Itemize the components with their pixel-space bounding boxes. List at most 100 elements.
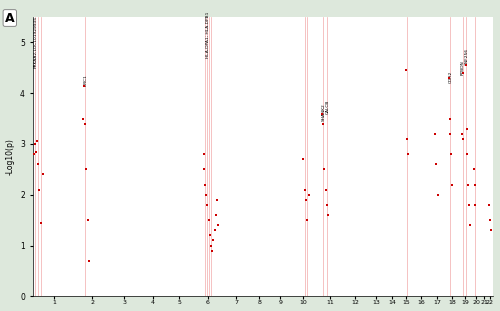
- Point: [304, 279, 312, 284]
- Point: [450, 263, 458, 268]
- Point: [380, 244, 388, 249]
- Point: [114, 285, 122, 290]
- Point: [94, 292, 102, 297]
- Point: [46, 278, 54, 283]
- Point: [342, 293, 349, 298]
- Point: [130, 251, 138, 256]
- Point: [368, 198, 376, 203]
- Point: [203, 141, 211, 146]
- Point: [460, 290, 468, 295]
- Point: [137, 274, 145, 279]
- Point: [218, 288, 226, 293]
- Point: [150, 257, 158, 262]
- Point: [458, 248, 466, 253]
- Point: [310, 292, 318, 297]
- Point: [486, 291, 494, 296]
- Point: [462, 291, 470, 296]
- Point: [290, 139, 298, 144]
- Point: [401, 292, 409, 297]
- Point: [308, 269, 316, 274]
- Point: [324, 278, 332, 283]
- Point: [460, 236, 468, 241]
- Point: [390, 276, 398, 281]
- Point: [306, 293, 314, 298]
- Point: [139, 268, 147, 273]
- Point: [135, 281, 143, 285]
- Point: [426, 286, 434, 291]
- Point: [376, 290, 384, 295]
- Point: [218, 270, 226, 275]
- Point: [394, 277, 402, 282]
- Point: [274, 282, 282, 287]
- Point: [208, 249, 216, 254]
- Point: [34, 288, 42, 293]
- Point: [229, 285, 237, 290]
- Point: [93, 270, 101, 275]
- Point: [488, 281, 496, 286]
- Point: [465, 280, 473, 285]
- Point: [392, 247, 400, 252]
- Point: [468, 267, 476, 272]
- Point: [370, 268, 378, 273]
- Point: [135, 286, 143, 291]
- Point: [270, 204, 278, 209]
- Point: [418, 282, 426, 287]
- Point: [120, 248, 128, 253]
- Point: [336, 285, 344, 290]
- Point: [270, 285, 278, 290]
- Point: [478, 263, 486, 268]
- Point: [290, 267, 298, 272]
- Point: [132, 267, 140, 272]
- Point: [318, 279, 326, 284]
- Point: [119, 254, 127, 259]
- Point: [316, 289, 324, 294]
- Point: [220, 290, 228, 295]
- Point: [376, 251, 384, 256]
- Point: [54, 292, 62, 297]
- Point: [438, 290, 446, 295]
- Point: [178, 283, 186, 288]
- Point: [484, 262, 492, 267]
- Point: [282, 255, 290, 260]
- Point: [98, 280, 106, 285]
- Point: [260, 239, 268, 244]
- Point: [34, 289, 42, 294]
- Point: [122, 289, 130, 294]
- Point: [110, 286, 118, 291]
- Point: [96, 293, 104, 298]
- Point: [156, 285, 164, 290]
- Point: [252, 279, 260, 284]
- Point: [148, 229, 156, 234]
- Point: [182, 284, 190, 289]
- Point: [378, 292, 386, 297]
- Point: [456, 293, 464, 298]
- Point: [331, 291, 339, 296]
- Point: [135, 275, 143, 280]
- Point: [64, 289, 72, 294]
- Point: [415, 292, 423, 297]
- Point: [114, 255, 122, 260]
- Point: [153, 288, 161, 293]
- Point: [182, 294, 190, 299]
- Point: [154, 294, 162, 299]
- Point: [236, 293, 244, 298]
- Point: [284, 250, 292, 255]
- Point: [396, 223, 404, 228]
- Point: [41, 281, 49, 285]
- Point: [480, 288, 488, 293]
- Point: [164, 292, 172, 297]
- Point: [478, 248, 486, 253]
- Point: [98, 268, 106, 273]
- Point: [273, 243, 281, 248]
- Point: [342, 226, 349, 231]
- Point: [52, 290, 60, 295]
- Point: [407, 277, 415, 282]
- Point: [428, 262, 436, 267]
- Point: [149, 220, 157, 225]
- Point: [38, 283, 46, 288]
- Point: [162, 291, 170, 296]
- Point: [64, 290, 72, 295]
- Point: [434, 259, 442, 264]
- Point: [48, 289, 56, 294]
- Point: [40, 194, 48, 199]
